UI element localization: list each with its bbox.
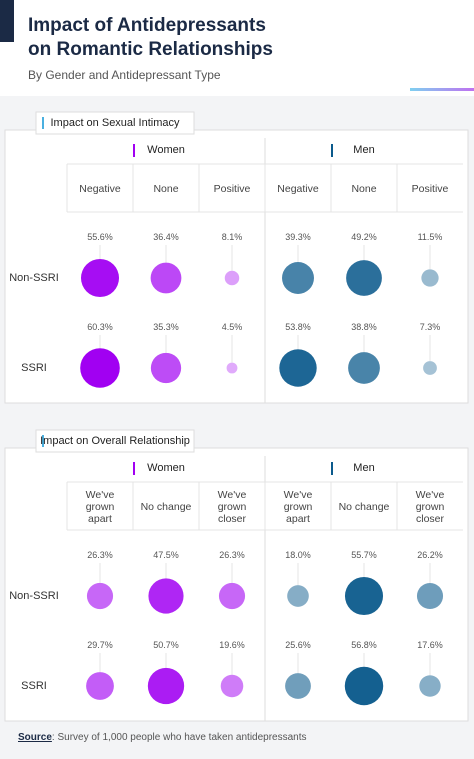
group-accent [133,144,135,157]
column-label: Negative [277,183,319,195]
group-label: Women [147,462,185,474]
group-accent [133,462,135,475]
value-label: 7.3% [419,322,441,332]
bubble [150,352,182,384]
bubble [346,260,382,296]
value-label: 29.7% [87,640,113,650]
row-label: Non-SSRI [9,590,59,602]
header-bg [0,0,474,96]
column-label: None [153,183,179,195]
title: Impact of Antidepressants on Romantic Re… [28,15,273,60]
value-label: 25.6% [285,640,311,650]
bubble [220,674,244,698]
value-label: 8.1% [221,232,243,242]
bubble [226,362,238,374]
column-label: Negative [79,183,121,195]
header-accent [0,0,14,42]
bubble [224,270,240,286]
value-label: 60.3% [87,322,113,332]
source-label: Source [18,732,52,743]
group-label: Men [353,462,375,474]
panel-tab-accent [42,117,44,129]
bubble [80,258,120,298]
row-label: SSRI [21,362,47,374]
panel-tab-accent [42,435,44,447]
value-label: 35.3% [153,322,179,332]
panel-title: Impact on Sexual Intimacy [50,117,180,129]
column-label: None [351,183,377,195]
bubble [287,585,309,607]
value-label: 50.7% [153,640,179,650]
value-label: 18.0% [285,550,311,560]
bubble [285,673,311,699]
column-label: We've grown apart [85,489,115,525]
subtitle: By Gender and Antidepressant Type [28,68,221,82]
column-label: We've grown closer [217,489,247,525]
bubble [80,348,120,388]
value-label: 39.3% [285,232,311,242]
panel-title: Impact on Overall Relationship [40,435,190,447]
value-label: 36.4% [153,232,179,242]
panel-tab [35,429,195,453]
column-label: No change [338,501,390,513]
value-label: 55.7% [351,550,377,560]
bubble [148,578,184,614]
value-label: 4.5% [221,322,243,332]
bubble [86,582,114,610]
bubble [150,262,182,294]
panel [4,129,469,404]
bubble [421,269,439,287]
value-label: 11.5% [417,232,443,242]
value-label: 26.3% [87,550,113,560]
group-accent [331,462,333,475]
column-label: Positive [411,183,449,195]
value-label: 38.8% [351,322,377,332]
bubble [282,262,314,294]
value-label: 55.6% [87,232,113,242]
bubble [86,672,114,700]
group-label: Men [353,144,375,156]
column-label: Positive [213,183,251,195]
group-label: Women [147,144,185,156]
bubble [419,675,441,697]
value-label: 26.3% [219,550,245,560]
bubble [348,352,380,384]
value-label: 26.2% [417,550,443,560]
column-label: We've grown apart [283,489,313,525]
bubble [344,666,384,706]
value-label: 47.5% [153,550,179,560]
bubble [423,361,437,375]
bubble [218,582,246,610]
row-label: SSRI [21,680,47,692]
value-label: 56.8% [351,640,377,650]
header-rule [410,88,474,91]
source-text: : Survey of 1,000 people who have taken … [51,732,307,743]
value-label: 17.6% [417,640,443,650]
row-label: Non-SSRI [9,272,59,284]
panel-tab [35,111,195,135]
source: Source: Survey of 1,000 people who have … [18,732,307,743]
column-label: We've grown closer [415,489,445,525]
value-label: 49.2% [351,232,377,242]
group-accent [331,144,333,157]
value-label: 53.8% [285,322,311,332]
bubble [344,576,384,616]
column-label: No change [140,501,192,513]
bubble [416,582,444,610]
value-label: 19.6% [219,640,245,650]
bubble [279,349,317,387]
bubble [147,667,185,705]
